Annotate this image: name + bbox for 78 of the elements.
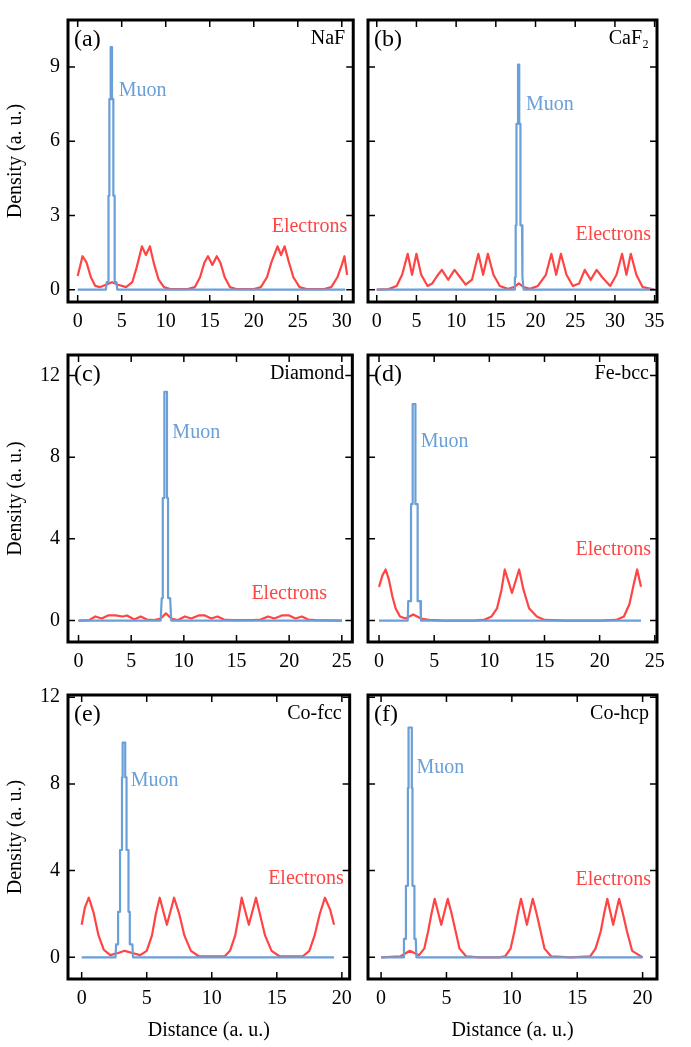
series-label: Muon	[420, 429, 469, 452]
x-tick-label: 0	[376, 986, 387, 1009]
y-tick-label: 8	[50, 771, 60, 794]
y-tick-label: 6	[50, 128, 60, 151]
x-tick-label: 25	[287, 309, 308, 332]
x-tick-label: 0	[73, 649, 84, 672]
x-tick-label: 0	[374, 649, 385, 672]
y-tick-label: 8	[50, 444, 60, 467]
series-label: Electrons	[268, 865, 344, 888]
y-axis-title: Density (a. u.)	[3, 103, 27, 219]
x-tick-label: 20	[243, 309, 264, 332]
x-tick-label: 5	[141, 986, 152, 1009]
y-tick-label: 3	[50, 202, 60, 225]
series-label: Muon	[118, 77, 167, 100]
x-axis-title: Distance (a. u.)	[451, 1018, 574, 1042]
x-tick-label: 15	[199, 309, 220, 332]
y-tick-label: 12	[40, 684, 60, 707]
x-tick-label: 30	[604, 309, 625, 332]
chart-title: Co-hcp	[590, 701, 649, 724]
x-tick-label: 10	[479, 649, 500, 672]
chart-title: NaF	[310, 26, 346, 48]
x-tick-label: 30	[331, 309, 352, 332]
series-label: Muon	[416, 755, 465, 778]
annotation: (a)	[74, 25, 101, 51]
annotation: (d)	[374, 360, 402, 386]
series-label: Electrons	[251, 581, 328, 604]
y-tick-label: 12	[40, 362, 60, 385]
x-tick-label: 15	[534, 649, 555, 672]
y-tick-label: 0	[50, 607, 60, 630]
series-label: Muon	[172, 419, 221, 442]
x-tick-label: 10	[173, 649, 194, 672]
y-tick-label: 0	[50, 276, 60, 299]
y-axis-title: Density (a. u.)	[3, 779, 27, 895]
y-tick-label: 0	[50, 944, 60, 967]
x-tick-label: 10	[501, 986, 522, 1009]
x-tick-label: 0	[72, 309, 83, 332]
x-tick-label: 5	[411, 309, 422, 332]
y-tick-label: 4	[50, 857, 60, 880]
chart-title: Fe-bcc	[594, 361, 650, 383]
x-tick-label: 35	[644, 309, 665, 332]
y-axis-title: Density (a. u.)	[3, 441, 27, 556]
series-label: Muon	[526, 91, 574, 114]
x-tick-label: 10	[446, 309, 467, 332]
annotation: (b)	[374, 25, 402, 51]
series-label: Electrons	[575, 866, 652, 889]
x-tick-label: 25	[644, 649, 665, 672]
x-tick-label: 25	[331, 649, 352, 672]
x-tick-label: 5	[116, 309, 127, 332]
x-tick-label: 20	[589, 649, 610, 672]
x-tick-label: 15	[485, 309, 506, 332]
x-tick-label: 25	[565, 309, 586, 332]
annotation: (c)	[74, 360, 101, 386]
x-tick-label: 20	[632, 986, 653, 1009]
y-tick-label: 9	[50, 54, 60, 77]
x-tick-label: 5	[429, 649, 440, 672]
x-tick-label: 10	[155, 309, 176, 332]
series-label: Muon	[130, 767, 179, 790]
x-tick-label: 20	[525, 309, 546, 332]
chart-title: CaF₂	[608, 26, 649, 48]
x-tick-label: 20	[331, 986, 352, 1009]
x-tick-label: 15	[567, 986, 588, 1009]
annotation: (e)	[74, 700, 101, 726]
chart-title: Co-fcc	[287, 701, 342, 723]
annotation: (f)	[374, 700, 398, 726]
x-tick-label: 0	[76, 986, 87, 1009]
x-tick-label: 10	[201, 986, 222, 1009]
x-axis-title: Distance (a. u.)	[147, 1018, 270, 1042]
x-tick-label: 0	[371, 309, 382, 332]
x-tick-label: 5	[126, 649, 137, 672]
series-label: Electrons	[575, 537, 652, 560]
series-label: Electrons	[575, 221, 652, 244]
x-tick-label: 5	[441, 986, 452, 1009]
x-tick-label: 15	[266, 986, 287, 1009]
x-tick-label: 15	[226, 649, 247, 672]
y-tick-label: 4	[50, 526, 60, 549]
series-label: Electrons	[271, 214, 348, 237]
x-tick-label: 20	[279, 649, 300, 672]
chart-title: Diamond	[269, 361, 345, 383]
